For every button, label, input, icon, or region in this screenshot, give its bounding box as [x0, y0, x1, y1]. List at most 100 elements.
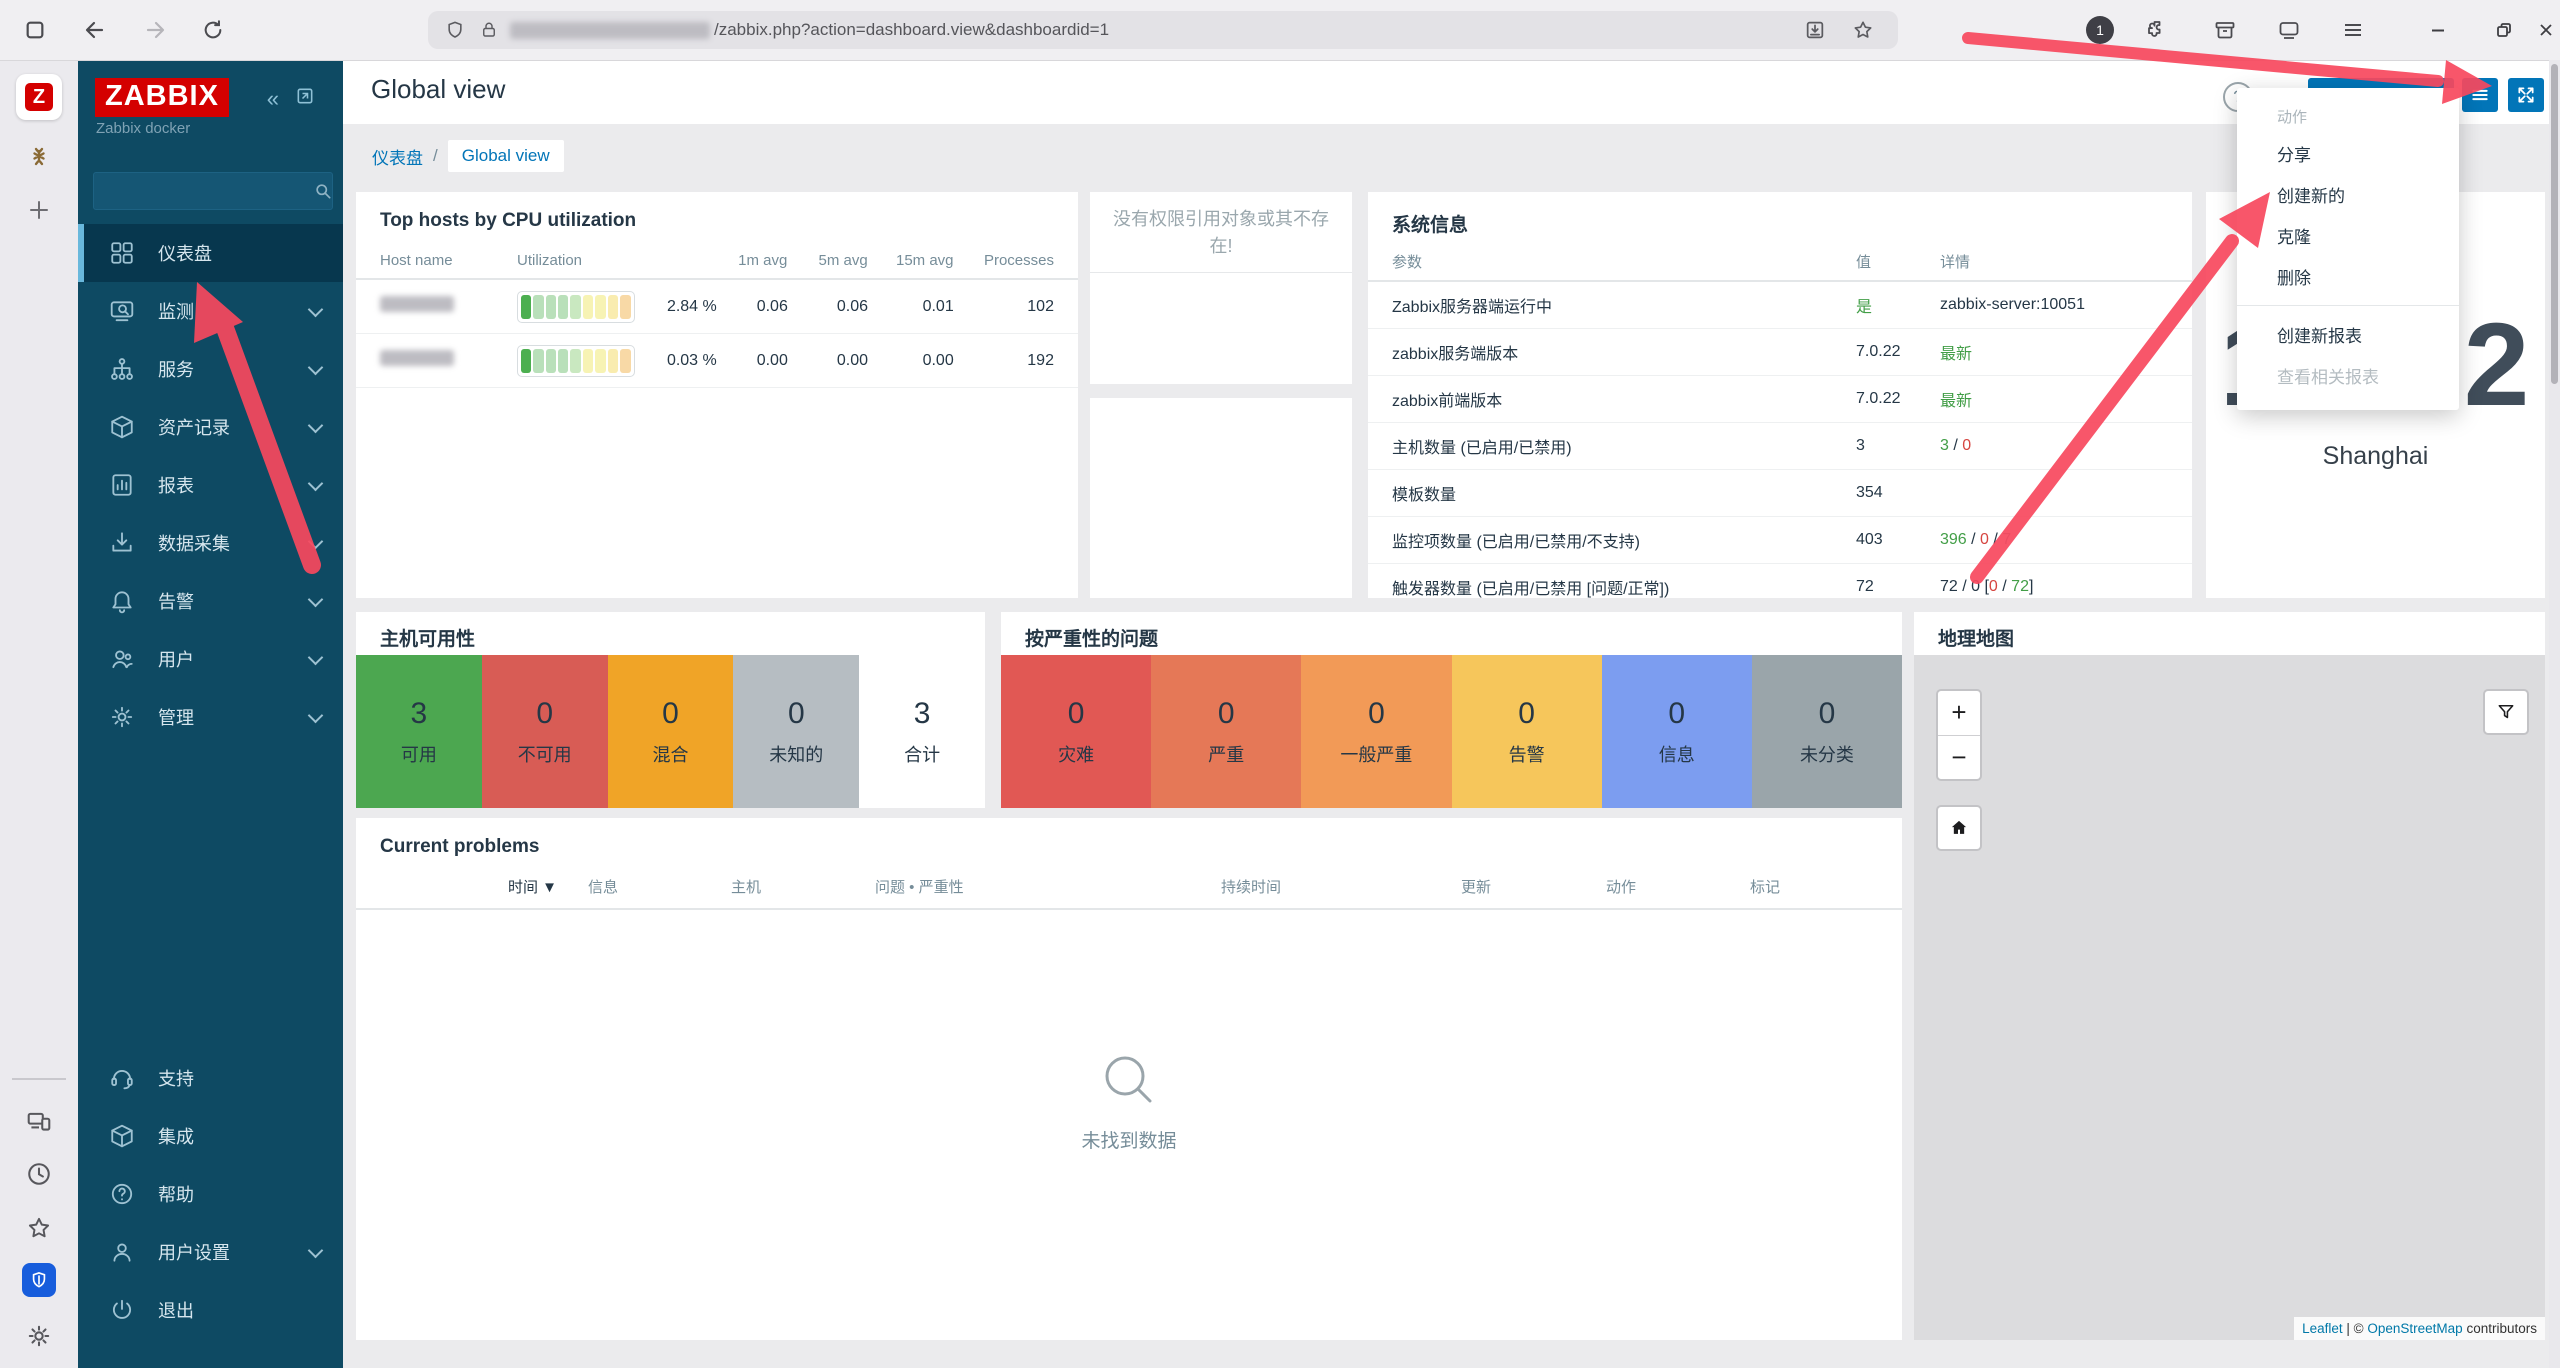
save-page-icon[interactable]	[1802, 17, 1828, 43]
block-label: 未分类	[1799, 744, 1854, 765]
zabbix-logo[interactable]: ZABBIX	[95, 78, 229, 117]
sidebar-item-label: 监测	[158, 302, 194, 322]
archive-icon[interactable]	[2208, 13, 2242, 47]
menu-hamburger-icon[interactable]	[2336, 13, 2370, 47]
container-tab-badge[interactable]: 1	[2086, 16, 2114, 44]
severity-block-未分类: 0 未分类	[1751, 655, 1903, 808]
parameter-value: 是	[1856, 299, 1873, 316]
url-path: /zabbix.php?action=dashboard.view&dashbo…	[714, 20, 1110, 39]
sidebar-item-monitoring[interactable]: 监测	[78, 282, 343, 340]
host-name-redacted[interactable]	[380, 296, 517, 317]
zoom-out-button[interactable]: −	[1951, 741, 1967, 772]
chevron-down-icon	[307, 649, 324, 665]
block-label: 合计	[904, 744, 941, 765]
sidebar-item-collection[interactable]: 数据采集	[78, 514, 343, 572]
monitoring-icon	[108, 297, 136, 325]
tab-overview-icon[interactable]	[18, 13, 52, 47]
sidebar-item-dashboard[interactable]: 仪表盘	[78, 224, 343, 282]
avg-15m-value: 0.00	[922, 351, 954, 369]
map-filter-button[interactable]	[2483, 689, 2529, 735]
sidebar-item-alerts[interactable]: 告警	[78, 572, 343, 630]
column-header[interactable]: 主机	[731, 879, 762, 896]
tab-gecko[interactable]	[0, 134, 78, 178]
forward-icon[interactable]	[138, 13, 172, 47]
bookmark-star-icon[interactable]	[1850, 17, 1876, 43]
lock-icon[interactable]	[476, 17, 502, 43]
screen-share-icon[interactable]	[2272, 13, 2306, 47]
restore-button[interactable]	[2486, 13, 2522, 47]
dashboard-actions-button[interactable]	[2462, 78, 2498, 112]
column-header[interactable]: 问题 • 严重性	[875, 879, 964, 896]
tab-zabbix[interactable]: Z	[16, 74, 62, 120]
sidebar-footer-item-signout[interactable]: 退出	[78, 1281, 343, 1339]
parameter-value: 7.0.22	[1856, 343, 1901, 360]
menu-item[interactable]: 创建新的	[2277, 187, 2345, 206]
search-icon[interactable]	[313, 181, 333, 201]
sidebar-item-users[interactable]: 用户	[78, 630, 343, 688]
sidebar-item-inventory[interactable]: 资产记录	[78, 398, 343, 456]
sidebar-item-reports[interactable]: 报表	[78, 456, 343, 514]
sidebar-pin-icon[interactable]	[295, 86, 315, 112]
bitwarden-extension-icon[interactable]	[0, 1258, 78, 1302]
zoom-in-button[interactable]: +	[1938, 691, 1980, 736]
settings-gear-icon[interactable]	[0, 1314, 78, 1358]
leaflet-link[interactable]: Leaflet	[2302, 1321, 2343, 1336]
column-header[interactable]: 1m avg	[738, 251, 788, 269]
column-header[interactable]: Utilization	[516, 251, 583, 269]
sidebar-footer-item-integrations[interactable]: 集成	[78, 1107, 343, 1165]
page-scrollbar[interactable]	[2549, 60, 2560, 1368]
menu-item[interactable]: 分享	[2277, 146, 2311, 165]
widget-no-permission: 没有权限引用对象或其不存在!	[1090, 192, 1352, 384]
column-header[interactable]: 动作	[1606, 879, 1637, 896]
kiosk-mode-button[interactable]	[2508, 78, 2544, 112]
new-tab-icon[interactable]	[0, 188, 78, 232]
menu-item[interactable]: 删除	[2277, 269, 2311, 288]
column-header[interactable]: 15m avg	[895, 251, 954, 269]
url-host-redacted	[510, 21, 710, 39]
menu-item[interactable]: 克隆	[2277, 228, 2311, 247]
widget-title: 按严重性的问题	[1025, 629, 1159, 650]
block-label: 未知的	[769, 744, 824, 765]
map-home-button[interactable]	[1936, 805, 1982, 851]
extensions-puzzle-icon[interactable]	[2140, 13, 2174, 47]
minimize-button[interactable]	[2420, 13, 2456, 47]
column-header[interactable]: 更新	[1461, 879, 1492, 896]
geomap-canvas[interactable]: + − Leaflet | © OpenStreetMap contributo…	[1914, 655, 2545, 1340]
system-info-row: 主机数量 (已启用/已禁用) 3 3 / 0	[1368, 423, 2192, 470]
close-button[interactable]	[2528, 13, 2560, 47]
column-header[interactable]: Processes	[983, 251, 1054, 269]
bookmarks-star-icon[interactable]	[0, 1206, 78, 1250]
sidebar-item-admin[interactable]: 管理	[78, 688, 343, 746]
sidebar-footer-item-support[interactable]: 支持	[78, 1049, 343, 1107]
openstreetmap-link[interactable]: OpenStreetMap	[2367, 1321, 2463, 1336]
column-header[interactable]: 时间 ▼	[508, 879, 558, 896]
sidebar-collapse-icon[interactable]: «	[266, 86, 279, 111]
avg-5m-value: 0.06	[836, 297, 869, 315]
scrollbar-thumb[interactable]	[2551, 64, 2558, 384]
history-clock-icon[interactable]	[0, 1152, 78, 1196]
column-header[interactable]: 标记	[1750, 879, 1781, 896]
reload-icon[interactable]	[196, 13, 230, 47]
synced-tabs-icon[interactable]	[0, 1100, 78, 1144]
breadcrumb-current-link[interactable]: Global view	[461, 146, 550, 165]
column-header[interactable]: 5m avg	[818, 251, 868, 269]
back-icon[interactable]	[78, 13, 112, 47]
menu-item[interactable]: 创建新报表	[2277, 327, 2362, 346]
clock-city: Shanghai	[2322, 442, 2429, 470]
menu-divider	[2237, 305, 2459, 306]
host-name-redacted[interactable]	[380, 350, 517, 371]
sidebar-item-services[interactable]: 服务	[78, 340, 343, 398]
top-hosts-table: Host name Utilization 1m avg 5m avg 15m avg P…	[356, 242, 1078, 388]
search-input[interactable]	[94, 182, 313, 200]
url-bar[interactable]: /zabbix.php?action=dashboard.view&dashbo…	[428, 11, 1898, 49]
column-header[interactable]: 信息	[588, 879, 619, 896]
sidebar-footer-item-help[interactable]: 帮助	[78, 1165, 343, 1223]
column-header[interactable]: Host name	[380, 251, 453, 269]
sidebar-search[interactable]	[93, 172, 333, 210]
sidebar-footer-item-usersettings[interactable]: 用户设置	[78, 1223, 343, 1281]
column-header[interactable]: 持续时间	[1221, 879, 1282, 896]
block-label: 灾难	[1058, 744, 1095, 765]
tracking-shield-icon[interactable]	[442, 17, 468, 43]
top-hosts-row: 0.03 % 0.00 0.00 0.00 192	[356, 334, 1078, 388]
breadcrumb-dashboards-link[interactable]: 仪表盘	[372, 148, 423, 168]
